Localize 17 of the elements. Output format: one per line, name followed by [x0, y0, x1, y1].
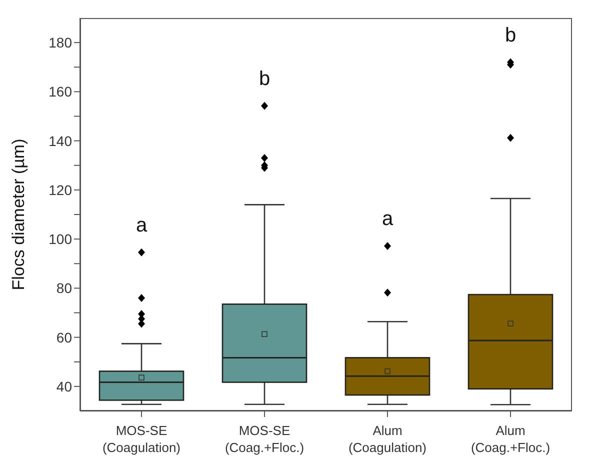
annotation: a: [136, 214, 148, 237]
annotation: a: [382, 208, 394, 230]
x-tick-label: MOS-SE (Coag.+Floc.): [224, 423, 304, 455]
annotation: b: [258, 68, 270, 90]
x-tick-label: Alum (Coagulation): [348, 423, 427, 455]
y-tick-label: 180: [48, 34, 72, 51]
x-tick-label: Alum (Coag.+Floc.): [470, 423, 550, 455]
y-tick-label: 100: [48, 231, 72, 248]
y-tick-label: 160: [48, 84, 72, 100]
y-tick-label: 40: [56, 378, 72, 394]
y-tick-label: 120: [48, 182, 72, 198]
y-tick-label: 80: [56, 280, 72, 296]
annotation: b: [504, 24, 516, 46]
x-tick-label: MOS-SE (Coagulation): [102, 423, 181, 455]
y-tick-label: 60: [56, 329, 72, 346]
y-axis-title: Flocs diameter (µm): [9, 138, 28, 290]
y-tick-label: 140: [48, 132, 72, 149]
